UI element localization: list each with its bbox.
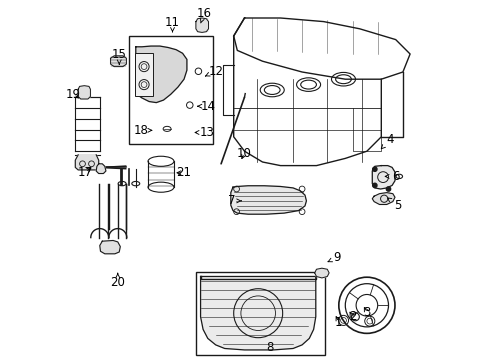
Bar — [128, 36, 213, 144]
Text: 17: 17 — [78, 166, 93, 179]
Text: 9: 9 — [327, 251, 341, 264]
Bar — [196, 272, 324, 355]
Polygon shape — [230, 186, 306, 214]
Text: 13: 13 — [195, 126, 214, 139]
Polygon shape — [196, 18, 208, 32]
Text: 15: 15 — [112, 48, 126, 64]
Text: 7: 7 — [228, 194, 241, 207]
Text: 1: 1 — [334, 316, 342, 329]
Polygon shape — [371, 166, 394, 189]
Text: 19: 19 — [66, 88, 81, 101]
Polygon shape — [100, 240, 120, 254]
Text: 10: 10 — [237, 147, 251, 159]
Text: 8: 8 — [265, 341, 273, 354]
Text: 3: 3 — [363, 306, 370, 319]
Polygon shape — [136, 46, 186, 103]
Text: 11: 11 — [164, 16, 180, 32]
Text: 2: 2 — [348, 310, 356, 323]
Text: 12: 12 — [205, 65, 223, 78]
Text: 5: 5 — [386, 198, 400, 212]
Text: 18: 18 — [133, 124, 151, 137]
Circle shape — [386, 187, 390, 191]
Circle shape — [372, 167, 376, 171]
Polygon shape — [200, 276, 315, 350]
Text: 21: 21 — [176, 166, 190, 179]
Text: 20: 20 — [110, 273, 125, 289]
Polygon shape — [78, 86, 90, 99]
Text: 6: 6 — [385, 170, 399, 183]
Bar — [134, 53, 153, 96]
Text: 14: 14 — [198, 100, 216, 113]
Polygon shape — [371, 193, 394, 204]
Polygon shape — [110, 56, 126, 67]
Text: 16: 16 — [196, 7, 211, 23]
Polygon shape — [314, 268, 328, 278]
Polygon shape — [75, 155, 99, 170]
Polygon shape — [96, 164, 106, 174]
Circle shape — [372, 183, 376, 188]
Text: 4: 4 — [381, 133, 393, 149]
